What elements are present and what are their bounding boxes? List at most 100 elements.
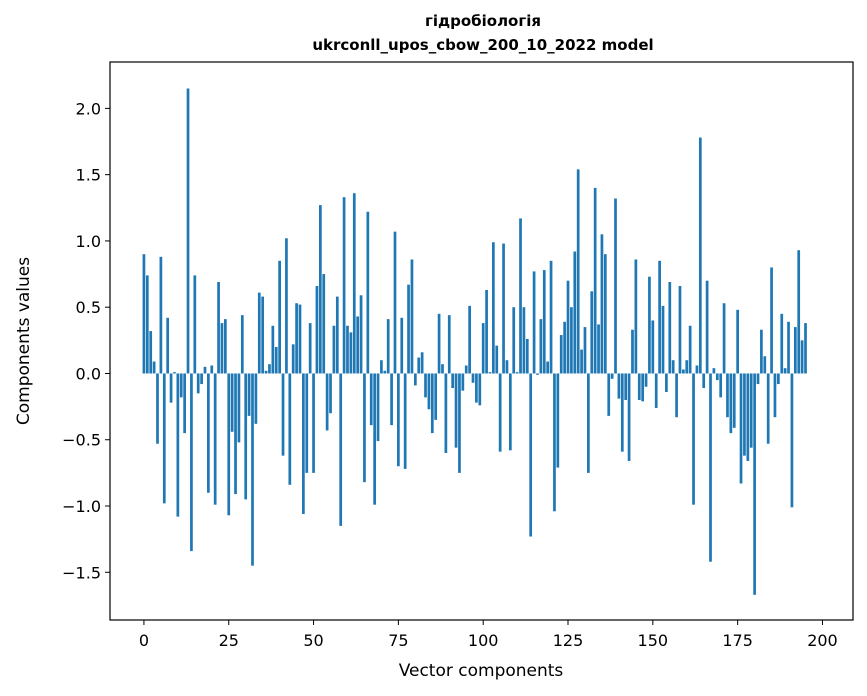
x-tick-label: 0 <box>139 631 149 650</box>
bar-151 <box>654 373 658 408</box>
bar-152 <box>658 260 661 374</box>
bar-66 <box>366 211 370 374</box>
bar-50 <box>312 373 315 473</box>
bar-191 <box>790 373 794 508</box>
bar-141 <box>620 373 624 452</box>
x-tick-label: 75 <box>388 631 408 650</box>
bar-159 <box>682 369 685 374</box>
bar-136 <box>603 254 607 374</box>
bar-119 <box>546 361 550 374</box>
y-tick-label: 0.0 <box>76 364 101 383</box>
bar-64 <box>359 295 363 374</box>
bar-0 <box>142 254 146 374</box>
bar-101 <box>485 289 488 374</box>
bar-68 <box>373 373 376 505</box>
bar-108 <box>508 373 512 451</box>
bar-22 <box>217 282 220 374</box>
bar-163 <box>695 365 699 374</box>
bar-110 <box>515 372 519 374</box>
bar-44 <box>291 344 295 374</box>
bar-114 <box>529 373 533 537</box>
bar-183 <box>763 356 767 374</box>
bar-169 <box>715 373 719 381</box>
bar-84 <box>427 373 431 410</box>
bar-123 <box>559 335 563 374</box>
bar-104 <box>495 345 499 374</box>
bar-170 <box>719 373 723 398</box>
bar-188 <box>780 313 784 374</box>
bar-92 <box>454 373 458 448</box>
bar-2 <box>149 331 153 374</box>
bar-149 <box>648 276 651 374</box>
bar-176 <box>739 373 743 484</box>
bar-73 <box>390 373 393 426</box>
bar-164 <box>698 137 702 374</box>
bar-88 <box>441 364 444 374</box>
bar-184 <box>766 373 770 444</box>
y-axis-label: Components values <box>14 257 34 425</box>
bar-86 <box>434 373 438 420</box>
bar-182 <box>760 329 763 374</box>
bar-146 <box>637 373 641 400</box>
bar-157 <box>675 373 678 418</box>
bar-78 <box>407 284 410 374</box>
bar-42 <box>285 238 288 374</box>
bar-10 <box>176 373 180 517</box>
bar-9 <box>173 372 176 374</box>
bar-168 <box>712 368 716 374</box>
bar-112 <box>522 307 526 374</box>
bar-36 <box>264 370 268 374</box>
bar-195 <box>804 323 807 374</box>
bar-25 <box>227 373 231 516</box>
bar-37 <box>268 364 271 374</box>
bar-45 <box>295 303 298 374</box>
bar-8 <box>169 373 173 403</box>
bar-122 <box>556 373 560 468</box>
bar-65 <box>363 373 366 483</box>
bar-81 <box>417 357 421 374</box>
x-axis-ticks: 0 25 50 75 100 125 150 175 200 <box>139 620 838 650</box>
bar-90 <box>447 315 451 374</box>
bar-74 <box>393 231 397 374</box>
bar-175 <box>736 309 739 374</box>
bar-193 <box>797 250 801 374</box>
y-tick-label: −0.5 <box>62 431 101 450</box>
bar-26 <box>230 373 234 432</box>
bar-186 <box>773 373 777 418</box>
bar-172 <box>726 373 729 418</box>
bar-29 <box>240 315 244 374</box>
bar-49 <box>308 323 312 374</box>
bar-46 <box>298 304 302 374</box>
bar-142 <box>624 373 628 400</box>
bar-105 <box>498 373 502 452</box>
bar-59 <box>342 197 346 374</box>
bar-154 <box>665 373 668 393</box>
bar-79 <box>410 259 414 374</box>
bar-35 <box>261 296 265 374</box>
bar-11 <box>179 373 183 398</box>
bar-40 <box>278 260 281 374</box>
bar-33 <box>254 373 258 424</box>
bar-63 <box>356 316 360 374</box>
bar-192 <box>793 327 797 374</box>
bar-128 <box>576 169 580 374</box>
bar-129 <box>580 349 583 374</box>
y-tick-label: 1.0 <box>76 232 101 251</box>
bar-96 <box>468 305 471 374</box>
bar-75 <box>397 373 400 467</box>
bar-47 <box>302 373 305 514</box>
bar-87 <box>437 313 441 374</box>
bar-174 <box>732 373 736 428</box>
bar-109 <box>512 307 516 374</box>
bar-190 <box>787 321 790 374</box>
bar-137 <box>607 373 611 416</box>
bar-69 <box>376 373 380 442</box>
bar-107 <box>505 360 509 374</box>
bar-21 <box>213 373 217 505</box>
bar-120 <box>549 260 553 374</box>
bar-3 <box>152 361 156 374</box>
bar-116 <box>536 373 539 375</box>
y-tick-label: −1.0 <box>62 497 101 516</box>
bar-19 <box>207 373 210 493</box>
